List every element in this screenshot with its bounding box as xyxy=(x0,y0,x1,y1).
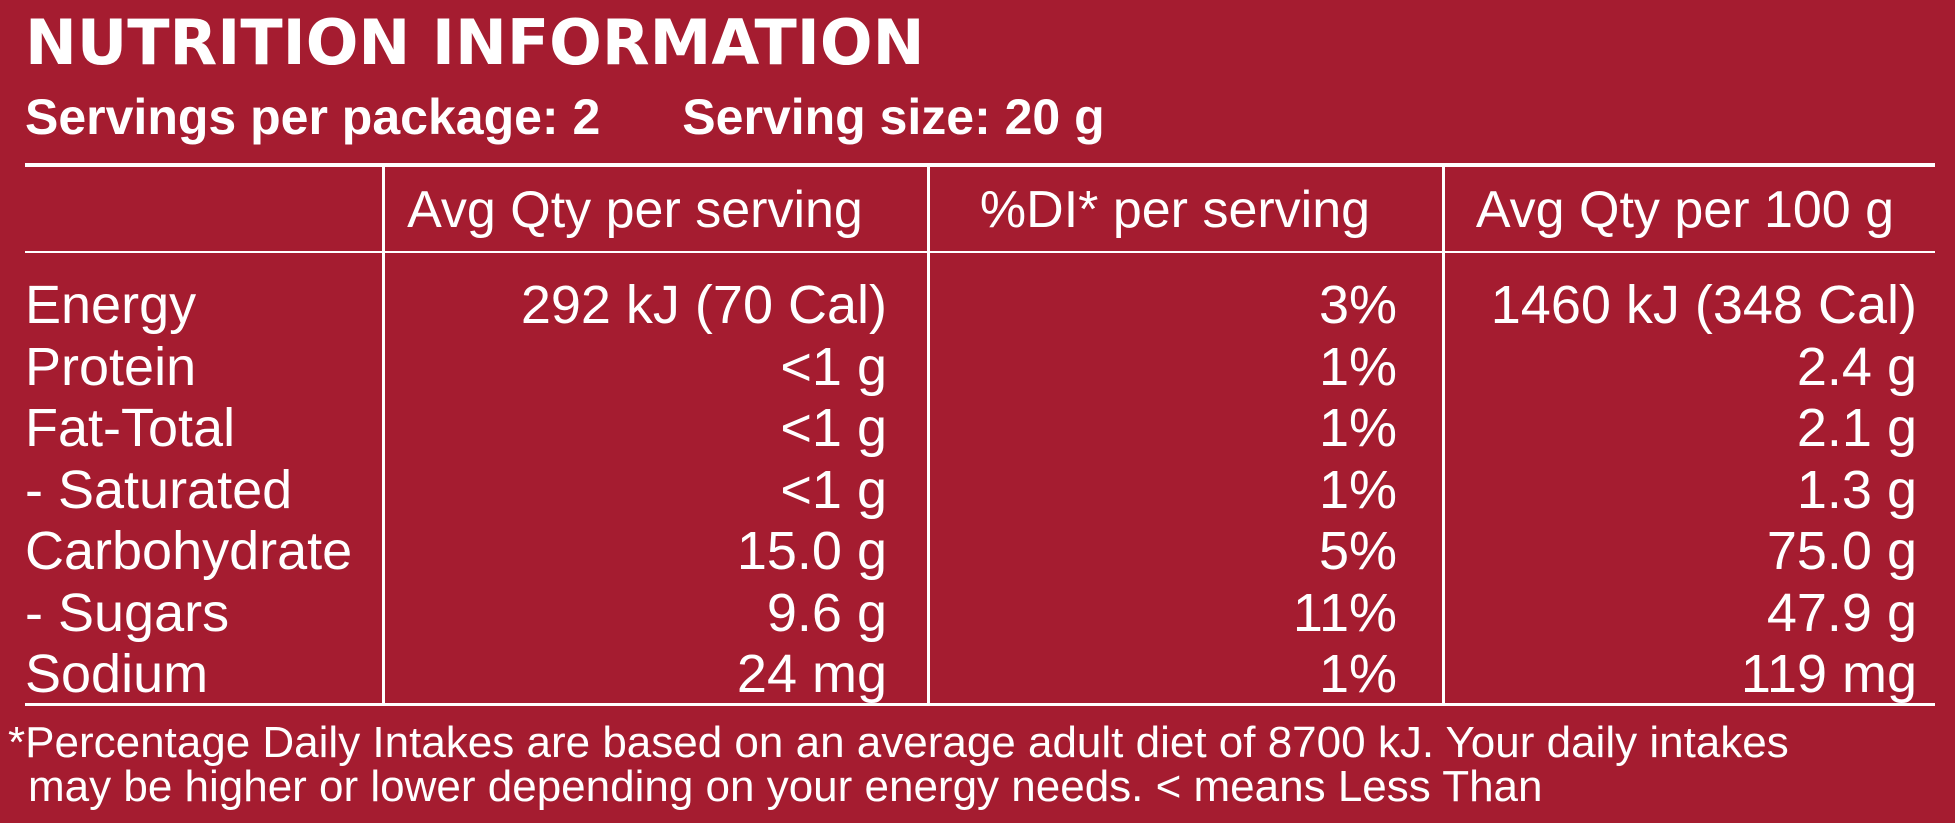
column-divider-1 xyxy=(382,167,385,703)
nutrient-label: Protein xyxy=(25,336,197,397)
per-serving-value: 15.0 g xyxy=(736,521,887,581)
column-divider-3 xyxy=(1442,167,1445,703)
table-row: Sodium 24 mg 1% 119 mg xyxy=(0,644,1955,706)
header-rule xyxy=(25,251,1935,253)
header-avg-qty-per-100g: Avg Qty per 100 g xyxy=(1475,181,1895,239)
table-row: Protein <1 g 1% 2.4 g xyxy=(0,337,1955,399)
di-value: 1% xyxy=(1318,459,1397,520)
table-row: Energy 292 kJ (70 Cal) 3% 1460 kJ (348 C… xyxy=(0,275,1955,337)
per-100g-value: 1460 kJ (348 Cal) xyxy=(1490,275,1917,335)
serving-info: Servings per package: 2 Serving size: 20 … xyxy=(25,92,1105,142)
per-serving-value: 24 mg xyxy=(736,644,887,704)
nutrient-rows: Energy 292 kJ (70 Cal) 3% 1460 kJ (348 C… xyxy=(0,275,1955,706)
top-rule xyxy=(25,163,1935,167)
per-100g-value: 47.9 g xyxy=(1766,582,1917,643)
di-value: 5% xyxy=(1318,521,1397,581)
per-100g-value: 119 mg xyxy=(1740,644,1917,704)
footnote: *Percentage Daily Intakes are based on a… xyxy=(8,721,1938,809)
serving-size: Serving size: 20 g xyxy=(682,89,1105,145)
per-100g-value: 75.0 g xyxy=(1766,521,1917,581)
di-value: 1% xyxy=(1318,644,1397,704)
nutrient-label: Sodium xyxy=(25,644,209,704)
di-value: 1% xyxy=(1318,398,1397,458)
table-row: - Saturated <1 g 1% 1.3 g xyxy=(0,460,1955,522)
di-value: 3% xyxy=(1318,275,1397,335)
table-row: Fat-Total <1 g 1% 2.1 g xyxy=(0,398,1955,460)
per-serving-value: <1 g xyxy=(780,398,887,458)
per-100g-value: 1.3 g xyxy=(1796,459,1917,520)
nutrient-label: Fat-Total xyxy=(25,398,236,458)
di-value: 11% xyxy=(1292,582,1397,643)
servings-per-package: Servings per package: 2 xyxy=(25,89,601,145)
footnote-line-1: *Percentage Daily Intakes are based on a… xyxy=(8,718,1789,767)
footnote-line-2: may be higher or lower depending on your… xyxy=(28,762,1543,811)
nutrient-label: Carbohydrate xyxy=(25,521,353,581)
panel-title: NUTRITION INFORMATION xyxy=(25,6,925,79)
column-divider-2 xyxy=(927,167,930,703)
per-serving-value: <1 g xyxy=(780,336,887,397)
table-row: - Sugars 9.6 g 11% 47.9 g xyxy=(0,583,1955,645)
header-avg-qty-per-serving: Avg Qty per serving xyxy=(407,181,863,239)
di-value: 1% xyxy=(1318,336,1397,397)
table-row: Carbohydrate 15.0 g 5% 75.0 g xyxy=(0,521,1955,583)
per-100g-value: 2.1 g xyxy=(1796,398,1917,458)
per-serving-value: 9.6 g xyxy=(766,582,887,643)
nutrient-label: Energy xyxy=(25,275,197,335)
header-di-per-serving: %DI* per serving xyxy=(979,181,1371,239)
per-serving-value: 292 kJ (70 Cal) xyxy=(520,275,887,335)
per-100g-value: 2.4 g xyxy=(1796,336,1917,397)
bottom-rule xyxy=(25,703,1935,706)
nutrient-label: - Saturated xyxy=(25,459,293,520)
per-serving-value: <1 g xyxy=(780,459,887,520)
nutrient-label: - Sugars xyxy=(25,582,230,643)
